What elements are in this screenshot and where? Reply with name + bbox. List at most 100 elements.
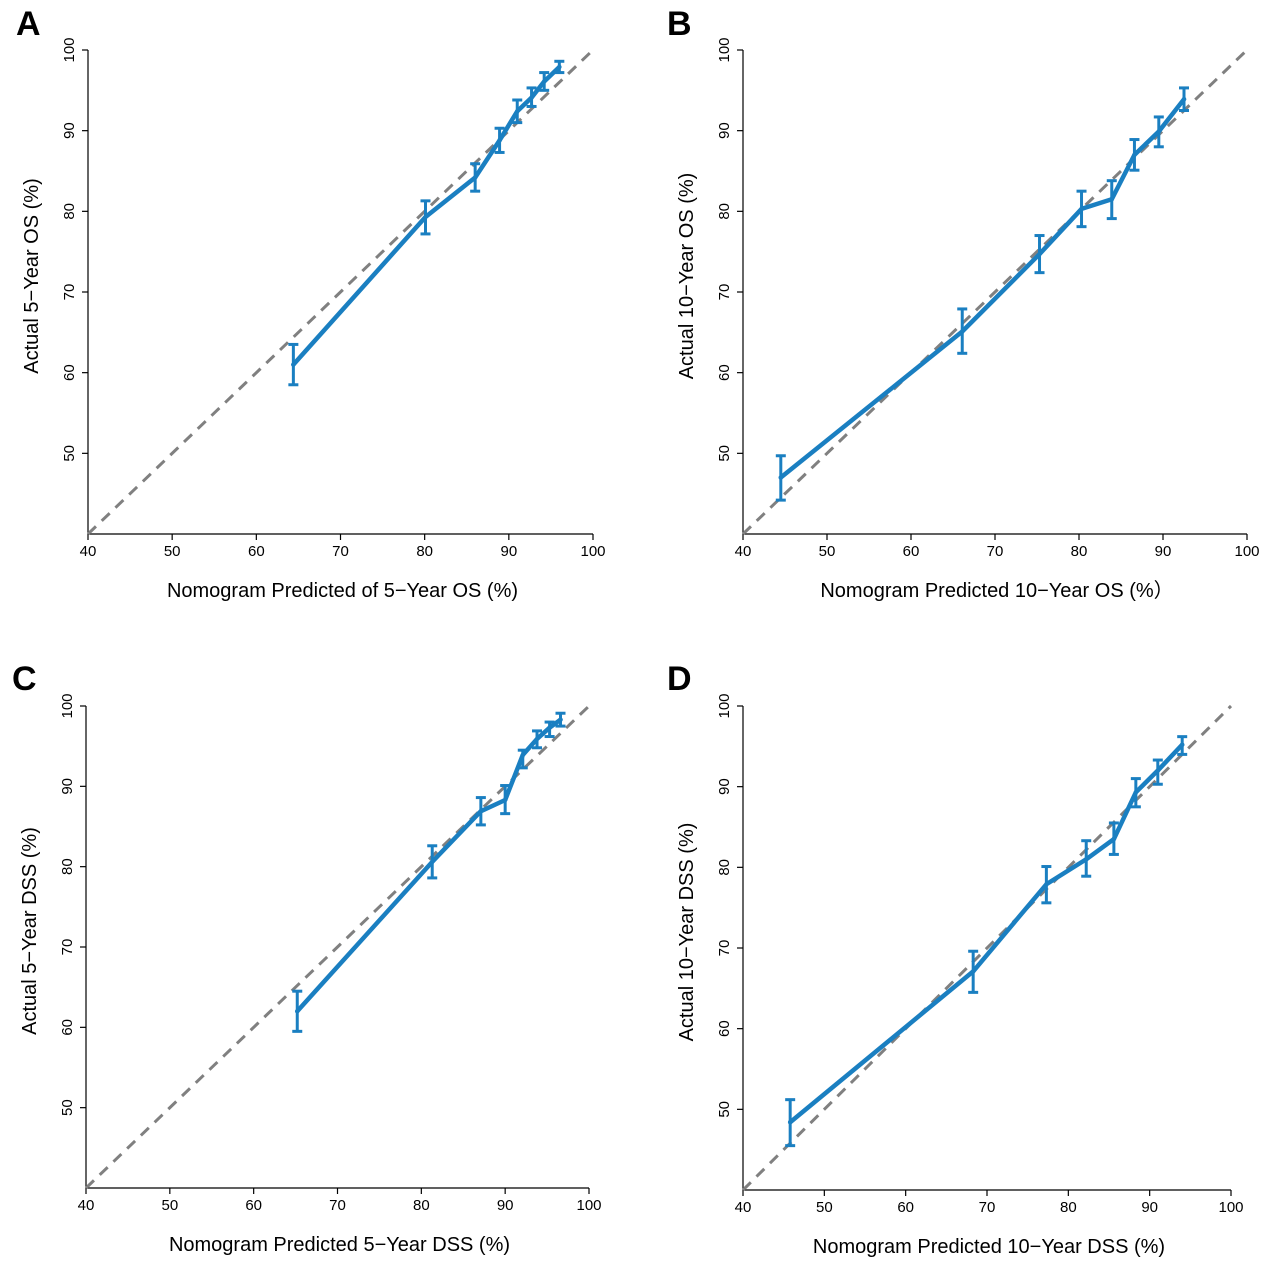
panel-a-y-tick-label: 80 bbox=[61, 203, 78, 220]
panel-a-y-tick-label: 100 bbox=[61, 37, 78, 62]
panel-d-data-point bbox=[1155, 768, 1161, 773]
panel-c-data-point bbox=[520, 752, 525, 758]
panel-a-data-point bbox=[497, 138, 502, 143]
panel-c-data-point bbox=[295, 1009, 300, 1014]
panel-d-y-tick-label: 80 bbox=[716, 859, 733, 876]
panel-b: B 40 50 60 70 80 90 100 50 60 70 80 90 100 Nomogram Pr… bbox=[667, 5, 1260, 602]
panel-a-y-tick-label: 60 bbox=[61, 364, 78, 381]
panel-c-data-point bbox=[558, 717, 563, 722]
panel-b-x-tick-label: 60 bbox=[903, 543, 920, 560]
panel-d-x-axis-title: Nomogram Predicted 10−Year DSS (%) bbox=[813, 1236, 1165, 1258]
panel-d-y-tick-label: 90 bbox=[716, 778, 733, 795]
panel-d-reference-line bbox=[741, 704, 1233, 1192]
panel-c-x-tick-label: 50 bbox=[161, 1197, 178, 1214]
panel-b-y-tick-label: 90 bbox=[716, 122, 733, 139]
panel-c-x-tick-label: 70 bbox=[329, 1197, 346, 1214]
panel-c-y-axis-title: Actual 5−Year DSS (%) bbox=[19, 827, 41, 1035]
panel-d-x-tick-label: 40 bbox=[735, 1199, 752, 1216]
panel-b-data-point bbox=[1132, 152, 1137, 158]
panel-c-x-tick-label: 80 bbox=[413, 1197, 430, 1214]
panel-b-calibration-line bbox=[778, 96, 1187, 480]
panel-b-letter: B bbox=[667, 5, 692, 43]
panel-a-data-point bbox=[541, 79, 547, 84]
panel-d-data-point bbox=[1133, 790, 1139, 795]
panel-d-data-point bbox=[787, 1120, 793, 1125]
panel-a-data-point bbox=[291, 362, 296, 367]
panel-d-data-point bbox=[970, 969, 976, 974]
panel-a-letter: A bbox=[16, 5, 41, 43]
panel-d-x-tick-label: 100 bbox=[1218, 1199, 1243, 1216]
panel-a-reference-line bbox=[86, 48, 595, 536]
panel-a-x-tick-label: 100 bbox=[580, 543, 605, 560]
panel-b-data-point bbox=[1156, 129, 1162, 134]
panel-b-y-tick-label: 80 bbox=[716, 203, 733, 220]
panel-b-x-tick-label: 70 bbox=[987, 543, 1004, 560]
panel-b-y-tick-label: 50 bbox=[716, 445, 733, 462]
panel-c-data-point bbox=[534, 736, 540, 742]
panel-d-calibration-line bbox=[787, 742, 1185, 1125]
panel-a-x-tick-label: 40 bbox=[80, 543, 97, 560]
panel-b-data-point bbox=[1079, 206, 1084, 212]
panel-b-y-tick-label: 60 bbox=[716, 364, 733, 381]
panel-b-x-axis-title: Nomogram Predicted 10−Year OS (%） bbox=[820, 579, 1173, 602]
panel-d-letter: D bbox=[667, 660, 692, 698]
panel-c-y-tick-label: 90 bbox=[59, 778, 76, 795]
panel-a: A 40 50 60 70 80 90 100 50 60 70 80 90 100 Nomogram Pr… bbox=[16, 5, 606, 602]
panel-c-y-tick-label: 70 bbox=[59, 939, 76, 956]
panel-d-y-axis-title: Actual 10−Year DSS (%) bbox=[676, 823, 698, 1042]
panel-d-y-tick-label: 50 bbox=[716, 1101, 733, 1118]
panel-b-data-point bbox=[1037, 251, 1042, 257]
panel-d-x-tick-label: 60 bbox=[897, 1199, 914, 1216]
panel-b-data-point bbox=[1109, 197, 1114, 202]
panel-a-data-point bbox=[472, 175, 478, 180]
panel-b-data-point bbox=[778, 475, 783, 480]
panel-c-data-point bbox=[547, 725, 552, 730]
panel-a-calibration-line bbox=[291, 64, 562, 367]
panel-c-x-tick-label: 90 bbox=[497, 1197, 514, 1214]
panel-d-y-tick-label: 100 bbox=[716, 693, 733, 718]
panel-b-x-tick-label: 40 bbox=[735, 543, 752, 560]
panel-a-x-tick-label: 90 bbox=[500, 543, 517, 560]
panel-b-y-tick-label: 70 bbox=[716, 284, 733, 301]
panel-d-data-point bbox=[1044, 882, 1049, 887]
panel-c-x-tick-label: 60 bbox=[245, 1197, 262, 1214]
panel-b-reference-line bbox=[741, 48, 1249, 536]
panel-c-y-tick-label: 80 bbox=[59, 858, 76, 875]
panel-a-data-point bbox=[557, 64, 562, 70]
panel-d-data-point bbox=[1084, 857, 1089, 862]
panel-b-data-point bbox=[1181, 97, 1187, 102]
panel-b-y-axis-title: Actual 10−Year OS (%) bbox=[676, 173, 698, 380]
panel-a-x-tick-label: 80 bbox=[416, 543, 433, 560]
panel-c-x-tick-label: 40 bbox=[78, 1197, 95, 1214]
panel-d-y-tick-label: 70 bbox=[716, 940, 733, 957]
panel-a-y-tick-label: 90 bbox=[61, 122, 78, 139]
panel-c-calibration-line bbox=[295, 717, 563, 1014]
panel-b-y-tick-label: 100 bbox=[716, 37, 733, 62]
panel-a-x-axis-title: Nomogram Predicted of 5−Year OS (%) bbox=[167, 580, 518, 602]
panel-b-x-tick-label: 90 bbox=[1155, 543, 1172, 560]
panel-a-y-tick-label: 50 bbox=[61, 445, 78, 462]
panel-a-y-tick-label: 70 bbox=[61, 284, 78, 301]
panel-a-x-tick-label: 50 bbox=[164, 543, 181, 560]
panel-a-x-tick-label: 70 bbox=[332, 543, 349, 560]
panel-c-y-tick-label: 60 bbox=[59, 1019, 76, 1036]
panel-d-data-point bbox=[1111, 836, 1117, 842]
panel-c-data-point bbox=[502, 797, 508, 803]
panel-c-letter: C bbox=[12, 660, 37, 698]
panel-d-x-tick-label: 90 bbox=[1141, 1199, 1158, 1216]
panel-c: C 40 50 60 70 80 90 100 50 60 70 80 90 100 Nomogram Pr… bbox=[12, 660, 602, 1256]
panel-d-x-tick-label: 80 bbox=[1060, 1199, 1077, 1216]
panel-c-data-point bbox=[478, 809, 484, 814]
panel-b-x-tick-label: 80 bbox=[1071, 543, 1088, 560]
panel-c-x-axis-title: Nomogram Predicted 5−Year DSS (%) bbox=[169, 1234, 510, 1256]
panel-c-data-point bbox=[430, 859, 435, 865]
panel-c-x-tick-label: 100 bbox=[576, 1197, 601, 1214]
panel-b-x-tick-label: 50 bbox=[819, 543, 836, 560]
panel-b-data-point bbox=[960, 329, 965, 334]
panel-c-y-tick-label: 100 bbox=[59, 693, 76, 718]
panel-d: D 40 50 60 70 80 90 100 50 60 70 80 90 100 Nomogram Pr… bbox=[667, 660, 1244, 1258]
panel-a-x-tick-label: 60 bbox=[248, 543, 265, 560]
panel-a-data-point bbox=[515, 109, 520, 114]
panel-a-data-point bbox=[529, 95, 534, 100]
